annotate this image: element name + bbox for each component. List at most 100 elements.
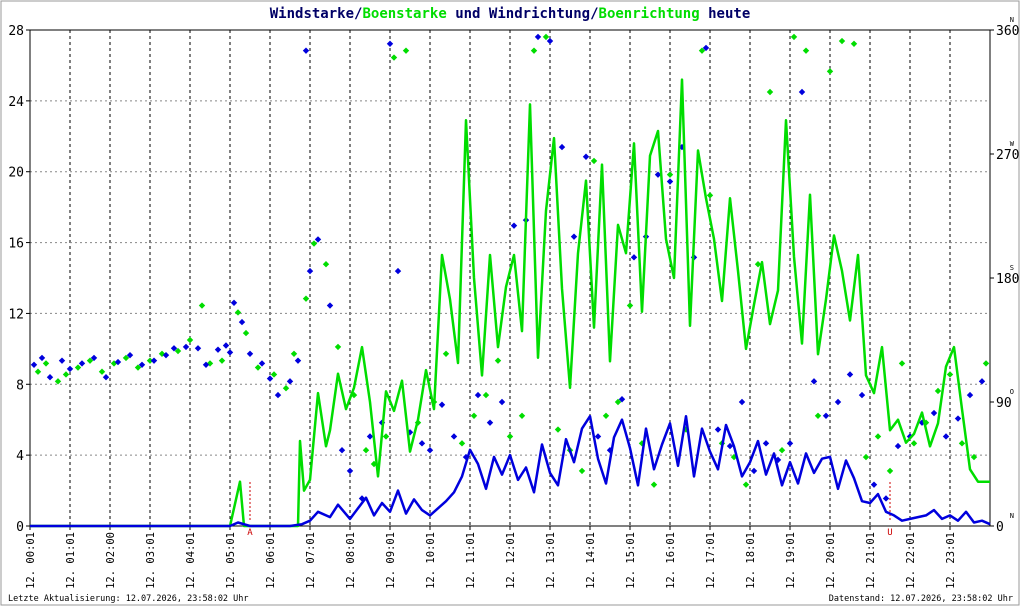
direction-point	[290, 350, 298, 357]
direction-point	[158, 350, 166, 357]
direction-point	[314, 236, 322, 243]
direction-point	[846, 371, 854, 378]
direction-point	[726, 442, 734, 450]
direction-point	[978, 378, 986, 385]
direction-point	[666, 171, 674, 178]
y-tick-label: 24	[8, 95, 24, 110]
direction-point	[214, 346, 222, 353]
direction-point	[870, 481, 878, 488]
y2-tick-label: 180	[996, 272, 1019, 287]
y-tick-label: 0	[16, 520, 24, 535]
direction-point	[474, 391, 482, 399]
direction-point	[54, 378, 62, 385]
direction-point	[282, 385, 290, 392]
direction-point	[942, 433, 950, 440]
direction-point	[450, 433, 458, 440]
direction-point	[698, 47, 706, 54]
series-layer	[30, 33, 991, 528]
direction-point	[302, 47, 310, 54]
x-tick-label: 12. 20:01	[825, 532, 837, 589]
direction-point	[786, 440, 794, 447]
direction-point	[310, 240, 318, 247]
direction-point	[326, 302, 334, 309]
y2-direction-label: O	[1010, 388, 1014, 396]
direction-point	[230, 299, 238, 306]
direction-point	[418, 440, 426, 447]
direction-point	[594, 433, 602, 440]
direction-point	[286, 378, 294, 385]
x-tick-label: 12. 18:01	[745, 532, 757, 589]
direction-point	[294, 357, 302, 364]
y2-direction-label: N	[1010, 512, 1014, 520]
direction-point	[510, 222, 518, 229]
direction-point	[74, 364, 82, 371]
direction-point	[226, 349, 234, 356]
direction-point	[542, 33, 550, 41]
direction-point	[402, 47, 410, 54]
x-tick-label: 12. 23:01	[945, 532, 957, 589]
direction-point	[894, 442, 902, 450]
x-tick-label: 12. 00:01	[25, 532, 37, 589]
direction-point	[754, 261, 762, 268]
direction-point	[186, 336, 194, 344]
marker-label: A	[247, 528, 253, 538]
direction-point	[750, 467, 758, 475]
title-part: /	[590, 6, 598, 22]
title-part: Windstarke	[270, 6, 354, 22]
y-tick-label: 16	[8, 237, 24, 252]
direction-point	[546, 37, 554, 45]
direction-point	[30, 361, 38, 368]
direction-point	[498, 398, 506, 406]
x-tick-label: 12. 04:01	[185, 532, 197, 589]
direction-point	[618, 396, 626, 403]
direction-point	[714, 426, 722, 433]
direction-point	[798, 88, 806, 96]
direction-point	[102, 374, 110, 381]
title-part: /	[354, 6, 362, 22]
direction-point	[150, 357, 158, 364]
direction-point	[394, 267, 402, 275]
x-tick-label: 12. 16:01	[665, 532, 677, 589]
direction-point	[174, 347, 182, 355]
direction-point	[954, 415, 962, 422]
direction-point	[270, 371, 278, 378]
series-boenrichtung	[34, 33, 990, 488]
direction-point	[222, 342, 230, 349]
y-tick-label: 8	[16, 378, 24, 393]
direction-point	[614, 398, 622, 406]
x-tick-label: 12. 21:01	[865, 532, 877, 589]
series-windstarke	[30, 414, 991, 528]
title-part: heute	[700, 6, 751, 22]
direction-point	[778, 447, 786, 454]
x-tick-label: 12. 05:01	[225, 532, 237, 589]
direction-point	[194, 345, 202, 352]
direction-point	[898, 360, 906, 367]
direction-point	[218, 357, 226, 364]
direction-point	[198, 302, 206, 309]
direction-point	[554, 426, 562, 433]
direction-point	[274, 391, 282, 399]
direction-point	[506, 433, 514, 440]
direction-point	[946, 371, 954, 378]
direction-point	[138, 361, 146, 368]
y2-tick-label: 270	[996, 148, 1019, 163]
direction-point	[570, 233, 578, 240]
direction-point	[146, 357, 154, 364]
direction-point	[458, 440, 466, 447]
x-tick-label: 12. 13:01	[545, 532, 557, 589]
direction-point	[202, 361, 210, 368]
direction-point	[602, 412, 610, 419]
y-tick-label: 12	[8, 307, 24, 322]
footer-last-update: Letzte Aktualisierung: 12.07.2026, 23:58…	[8, 594, 249, 604]
direction-point	[338, 447, 346, 454]
direction-point	[738, 398, 746, 406]
x-tick-label: 12. 11:01	[465, 532, 477, 589]
direction-point	[206, 360, 214, 367]
direction-point	[302, 295, 310, 302]
direction-point	[590, 157, 598, 165]
direction-point	[482, 391, 490, 399]
direction-point	[162, 351, 170, 359]
